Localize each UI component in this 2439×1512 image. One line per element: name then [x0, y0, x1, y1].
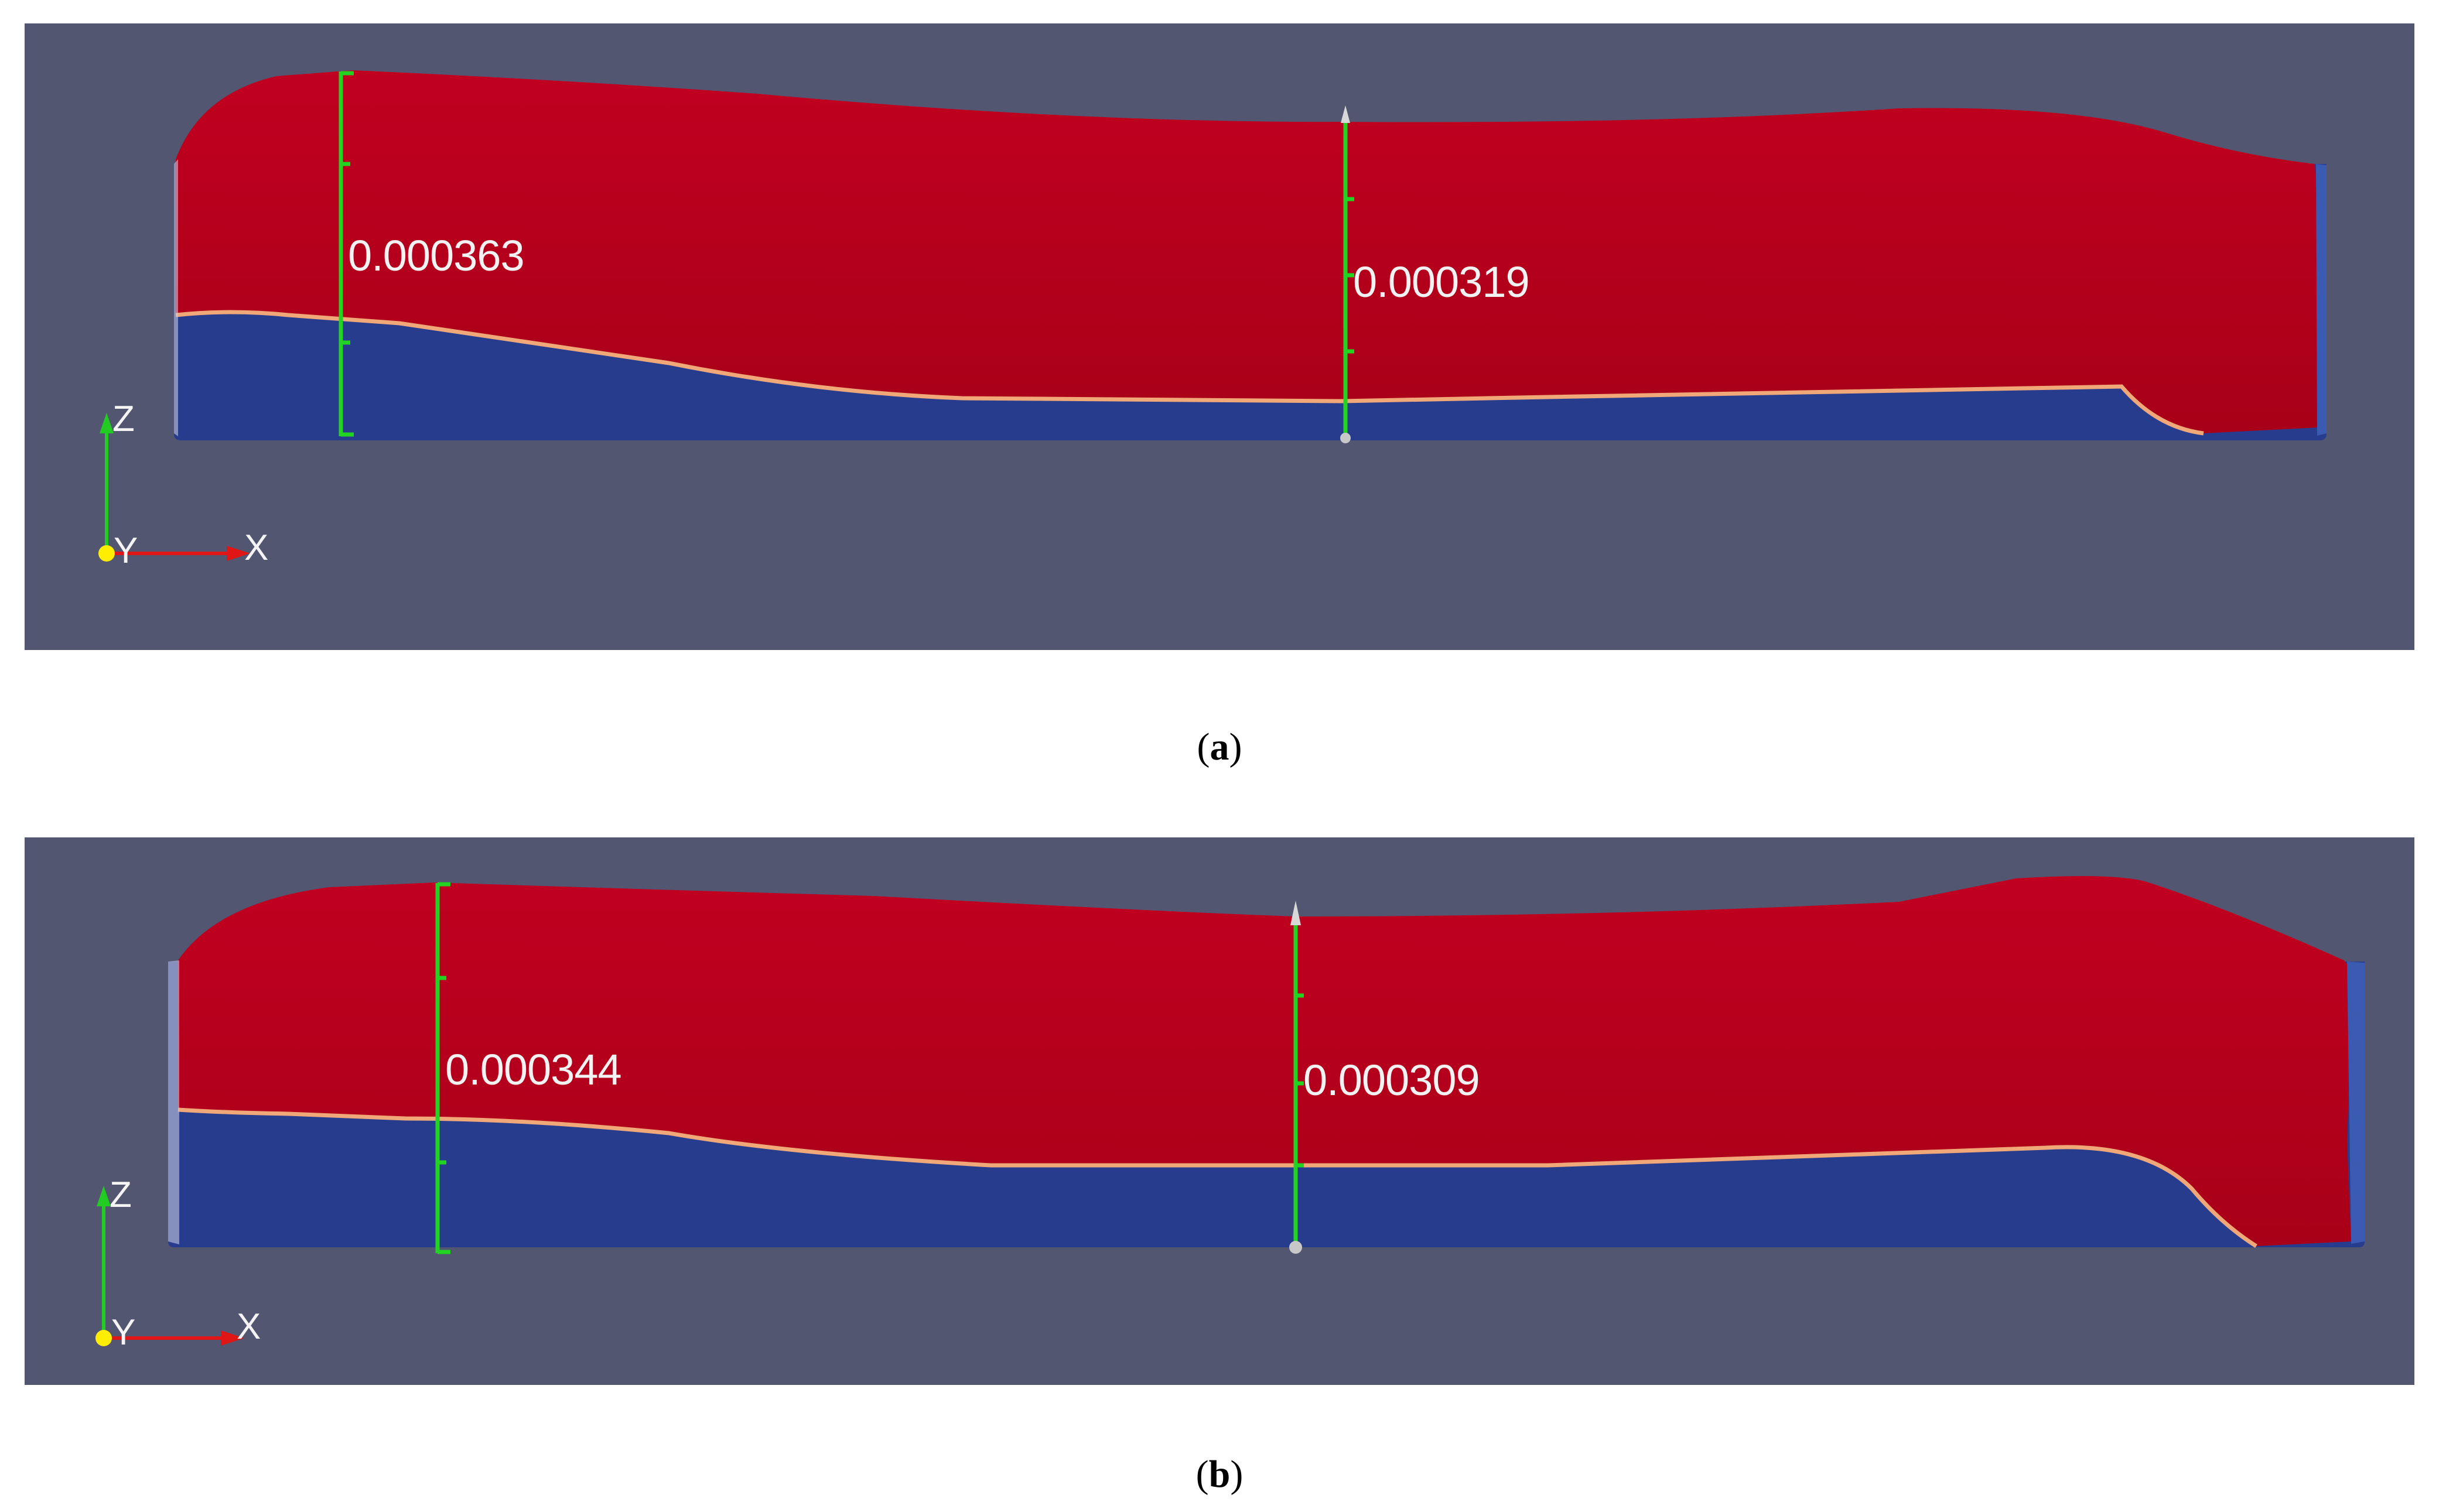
orientation-axes-a: [98, 413, 250, 562]
measurement-left-value-b: 0.000344: [445, 1045, 622, 1094]
render-view-b: 0.000344 0.000309 Z Y X: [25, 837, 2414, 1385]
axis-label-x-a: X: [244, 528, 269, 568]
caption-letter-a: a: [1210, 726, 1229, 768]
measurement-center-value-b: 0.000309: [1303, 1056, 1480, 1104]
measure-ruler-center-b: [1293, 912, 1304, 1247]
measurement-left-value-a: 0.000363: [348, 231, 525, 280]
caption-a: (a): [1197, 726, 1242, 768]
track-edge-right-a: [2316, 164, 2327, 436]
measure-point-base-b: [1289, 1241, 1302, 1254]
caption-letter-b: b: [1208, 1453, 1231, 1496]
melt-track-a: [176, 70, 2321, 433]
axis-label-y-b: Y: [111, 1312, 136, 1353]
measure-arrow-head-b: [1290, 901, 1301, 925]
interface-line-b: [177, 1107, 2257, 1248]
measure-ruler-left-b: [435, 882, 450, 1254]
track-edge-left-b: [168, 960, 179, 1244]
measure-arrow-head-a: [1341, 105, 1350, 123]
orientation-axes-b: [95, 1186, 244, 1346]
measure-ruler-left-a: [339, 71, 354, 437]
track-edge-right-b: [2347, 962, 2365, 1244]
axis-label-z-a: Z: [112, 399, 135, 439]
measurement-center-value-a: 0.000319: [1353, 258, 1530, 306]
melt-track-b: [178, 876, 2353, 1246]
axis-label-z-b: Z: [110, 1175, 132, 1215]
axis-label-x-b: X: [237, 1306, 261, 1347]
track-render-b: [95, 876, 2365, 1346]
track-edge-left-a: [174, 159, 178, 436]
interface-line-a: [175, 310, 2204, 436]
measure-point-base-a: [1340, 433, 1351, 443]
measure-ruler-center-a: [1343, 117, 1354, 437]
render-view-a: 0.000363 0.000319 Z Y X: [25, 23, 2414, 650]
axis-label-y-a: Y: [114, 531, 138, 571]
caption-b: (b): [1195, 1453, 1244, 1496]
track-render-a: [98, 70, 2327, 562]
